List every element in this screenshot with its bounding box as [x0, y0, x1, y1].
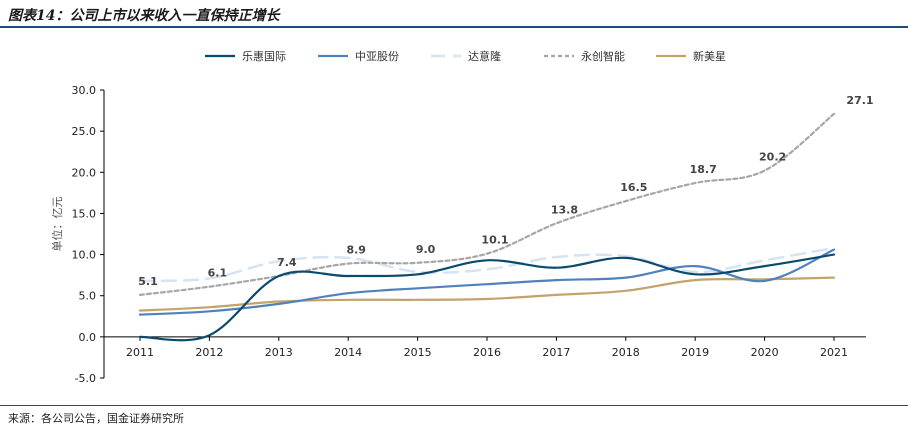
series-line-0 [138, 253, 836, 342]
data-label: 5.1 [138, 275, 158, 288]
data-labels: 5.1 6.1 7.4 8.9 9.0 10.1 13.8 16.5 18.7 20.2 27.1 [138, 94, 873, 288]
series-line-4 [138, 276, 836, 312]
y-tick-label: 20.0 [72, 166, 97, 179]
data-label: 27.1 [846, 94, 873, 107]
title-rule [0, 26, 908, 28]
legend-label: 中亚股份 [355, 50, 399, 63]
legend-item: 中亚股份 [318, 50, 399, 63]
data-label: 9.0 [416, 243, 436, 256]
legend-item: 达意隆 [431, 49, 501, 63]
data-label: 18.7 [690, 163, 717, 176]
legend-label: 永创智能 [581, 49, 625, 63]
legend-label: 达意隆 [468, 49, 501, 63]
y-tick-label: -5.0 [75, 372, 96, 385]
data-label: 16.5 [620, 181, 647, 194]
x-tick-label: 2011 [126, 346, 154, 359]
y-axis-title: 单位：亿元 [50, 197, 64, 252]
legend-item: 永创智能 [544, 49, 625, 63]
legend-label: 乐惠国际 [242, 49, 286, 63]
legend-label: 新美星 [693, 49, 726, 63]
x-tick-label: 2019 [681, 346, 709, 359]
x-tick-label: 2020 [751, 346, 779, 359]
data-label: 6.1 [208, 267, 228, 280]
series-lines [138, 112, 836, 342]
legend: 乐惠国际 中亚股份 达意隆 永创智能 新美星 [205, 49, 726, 63]
x-tick-label: 2016 [473, 346, 501, 359]
x-tick-label: 2021 [820, 346, 848, 359]
x-tick-label: 2015 [404, 346, 432, 359]
y-tick-label: 10.0 [72, 249, 97, 262]
y-tick-label: 30.0 [72, 84, 97, 97]
data-label: 8.9 [346, 244, 366, 257]
y-tick-label: 25.0 [72, 125, 97, 138]
y-tick-label: 5.0 [79, 290, 97, 303]
line-chart: 乐惠国际 中亚股份 达意隆 永创智能 新美星 -5.0 0.0 5.0 10.0 15.0 20.… [50, 49, 874, 385]
series-line-3 [138, 112, 836, 296]
footer-rule [0, 405, 908, 406]
data-label: 10.1 [481, 234, 508, 247]
figure-title: 图表14：公司上市以来收入一直保持正增长 [8, 8, 280, 24]
x-tick-label: 2012 [195, 346, 223, 359]
source-note: 来源：各公司公告，国金证券研究所 [8, 412, 184, 425]
x-tick-label: 2017 [542, 346, 570, 359]
y-tick-label: 0.0 [79, 331, 97, 344]
data-label: 20.2 [759, 151, 786, 164]
data-label: 13.8 [551, 203, 578, 216]
legend-item: 新美星 [656, 49, 726, 63]
axes: -5.0 0.0 5.0 10.0 15.0 20.0 25.0 30.0 单位：亿元 2011 2… [50, 84, 866, 385]
series-line-1 [138, 248, 836, 316]
x-tick-label: 2013 [265, 346, 293, 359]
x-tick-label: 2014 [334, 346, 362, 359]
data-label: 7.4 [277, 256, 297, 269]
y-tick-label: 15.0 [72, 207, 97, 220]
x-tick-label: 2018 [612, 346, 640, 359]
legend-item: 乐惠国际 [205, 49, 286, 63]
